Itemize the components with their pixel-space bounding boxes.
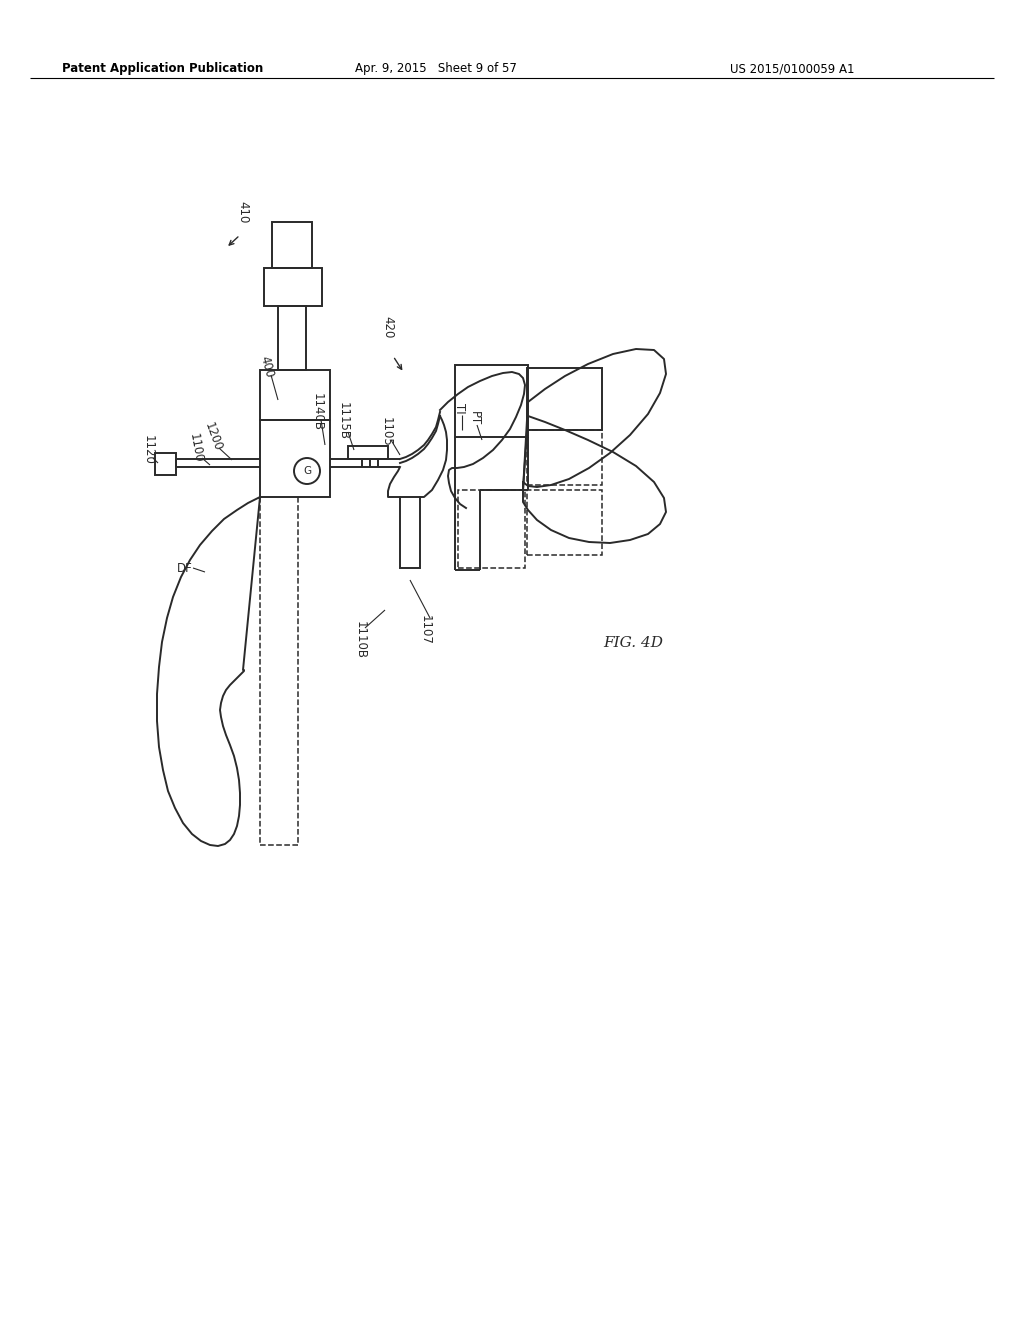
Text: 1105: 1105 [380,417,392,447]
Bar [348,446,388,459]
Bar [260,420,330,498]
Text: 1107: 1107 [419,615,431,645]
Text: US 2015/0100059 A1: US 2015/0100059 A1 [730,62,854,75]
Bar [260,370,330,420]
Text: 400: 400 [258,355,276,379]
Text: FIG. 4D: FIG. 4D [603,636,663,649]
Bar [272,222,312,268]
Bar [278,306,306,370]
Circle shape [294,458,319,484]
Text: 1120: 1120 [141,436,155,465]
Bar [455,366,528,437]
Bar [155,453,176,475]
Text: DF: DF [177,561,193,574]
Text: PT: PT [468,411,480,425]
Text: Apr. 9, 2015   Sheet 9 of 57: Apr. 9, 2015 Sheet 9 of 57 [355,62,517,75]
Text: 1100: 1100 [187,432,205,463]
Bar [527,430,602,484]
Bar [527,490,602,554]
Text: Patent Application Publication: Patent Application Publication [62,62,263,75]
Text: 1140B: 1140B [310,393,324,432]
Bar [264,268,322,306]
Text: 410: 410 [237,201,250,223]
Bar [527,368,602,430]
Text: 1110B: 1110B [353,620,367,659]
Text: 420: 420 [382,315,394,338]
Text: 1115B: 1115B [337,403,349,440]
Text: TI: TI [453,403,466,413]
Text: 1200: 1200 [202,421,224,453]
Text: G: G [303,466,311,477]
Bar [458,490,525,568]
Bar [400,498,420,568]
